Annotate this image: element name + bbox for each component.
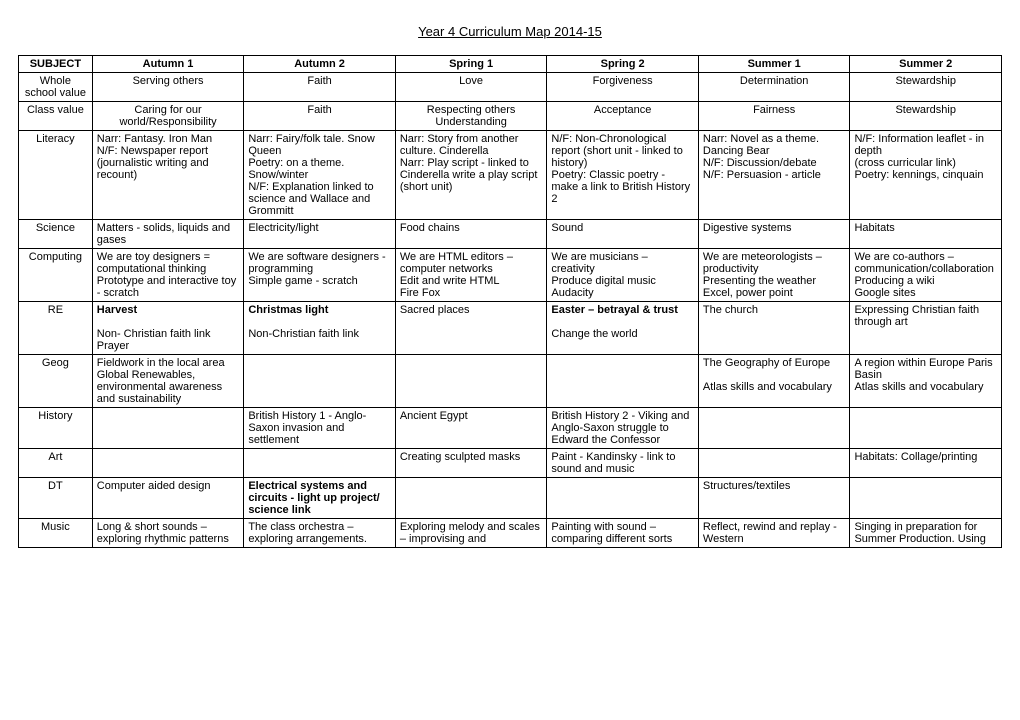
table-cell (547, 478, 699, 519)
table-cell: Faith (244, 73, 396, 102)
table-cell: Food chains (395, 220, 547, 249)
table-cell: Narr: Story from another culture. Cinder… (395, 131, 547, 220)
col-summer1: Summer 1 (698, 56, 850, 73)
table-row: REHarvestNon- Christian faith linkPrayer… (19, 302, 1002, 355)
row-subject: DT (19, 478, 93, 519)
table-cell: Paint - Kandinsky - link to sound and mu… (547, 449, 699, 478)
table-row: History British History 1 - Anglo-Saxon i… (19, 408, 1002, 449)
table-header-row: SUBJECT Autumn 1 Autumn 2 Spring 1 Sprin… (19, 56, 1002, 73)
row-subject: Science (19, 220, 93, 249)
table-cell (92, 408, 244, 449)
table-row: Whole school valueServing othersFaithLov… (19, 73, 1002, 102)
row-subject: RE (19, 302, 93, 355)
table-cell: Stewardship (850, 102, 1002, 131)
table-row: GeogFieldwork in the local areaGlobal Re… (19, 355, 1002, 408)
table-cell (850, 478, 1002, 519)
table-cell: Christmas lightNon-Christian faith link (244, 302, 396, 355)
col-spring1: Spring 1 (395, 56, 547, 73)
row-subject: Literacy (19, 131, 93, 220)
table-cell: We are HTML editors – computer networksE… (395, 249, 547, 302)
table-cell: Faith (244, 102, 396, 131)
table-cell: Narr: Novel as a theme. Dancing BearN/F:… (698, 131, 850, 220)
table-cell: Easter – betrayal & trustChange the worl… (547, 302, 699, 355)
table-cell (395, 355, 547, 408)
table-cell: Fieldwork in the local areaGlobal Renewa… (92, 355, 244, 408)
table-row: LiteracyNarr: Fantasy. Iron ManN/F: News… (19, 131, 1002, 220)
table-cell: The class orchestra – exploring arrangem… (244, 519, 396, 548)
table-cell: Narr: Fantasy. Iron ManN/F: Newspaper re… (92, 131, 244, 220)
table-cell: The church (698, 302, 850, 355)
col-autumn2: Autumn 2 (244, 56, 396, 73)
curriculum-table: SUBJECT Autumn 1 Autumn 2 Spring 1 Sprin… (18, 55, 1002, 548)
table-row: ComputingWe are toy designers = computat… (19, 249, 1002, 302)
table-cell (850, 408, 1002, 449)
table-cell (244, 355, 396, 408)
table-cell: We are musicians – creativityProduce dig… (547, 249, 699, 302)
table-cell: Stewardship (850, 73, 1002, 102)
col-spring2: Spring 2 (547, 56, 699, 73)
table-cell: Narr: Fairy/folk tale. Snow QueenPoetry:… (244, 131, 396, 220)
table-cell: Sacred places (395, 302, 547, 355)
table-cell: Serving others (92, 73, 244, 102)
table-cell: Electricity/light (244, 220, 396, 249)
table-cell: Ancient Egypt (395, 408, 547, 449)
table-cell (698, 449, 850, 478)
table-cell: Singing in preparation for Summer Produc… (850, 519, 1002, 548)
table-cell: We are meteorologists – productivityPres… (698, 249, 850, 302)
table-cell: Structures/textiles (698, 478, 850, 519)
row-subject: Music (19, 519, 93, 548)
table-cell: We are co-authors – communication/collab… (850, 249, 1002, 302)
table-cell (244, 449, 396, 478)
col-summer2: Summer 2 (850, 56, 1002, 73)
table-cell: We are toy designers = computational thi… (92, 249, 244, 302)
row-subject: Whole school value (19, 73, 93, 102)
row-subject: Class value (19, 102, 93, 131)
table-cell: N/F: Information leaflet - in depth(cros… (850, 131, 1002, 220)
table-cell: Respecting others Understanding (395, 102, 547, 131)
table-cell: A region within Europe Paris BasinAtlas … (850, 355, 1002, 408)
table-cell: Electrical systems and circuits - light … (244, 478, 396, 519)
table-cell: Digestive systems (698, 220, 850, 249)
table-cell: Reflect, rewind and replay - Western (698, 519, 850, 548)
table-cell: Computer aided design (92, 478, 244, 519)
table-cell: Painting with sound – comparing differen… (547, 519, 699, 548)
table-cell: Determination (698, 73, 850, 102)
row-subject: History (19, 408, 93, 449)
col-subject: SUBJECT (19, 56, 93, 73)
page-title: Year 4 Curriculum Map 2014-15 (18, 24, 1002, 39)
row-subject: Geog (19, 355, 93, 408)
table-cell: Creating sculpted masks (395, 449, 547, 478)
row-subject: Art (19, 449, 93, 478)
table-cell: We are software designers - programmingS… (244, 249, 396, 302)
table-cell (92, 449, 244, 478)
table-row: DTComputer aided designElectrical system… (19, 478, 1002, 519)
table-cell: Habitats: Collage/printing (850, 449, 1002, 478)
table-row: Art Creating sculpted masksPaint - Kandin… (19, 449, 1002, 478)
table-cell (698, 408, 850, 449)
table-cell: Love (395, 73, 547, 102)
table-cell: Matters - solids, liquids and gases (92, 220, 244, 249)
table-cell: N/F: Non-Chronological report (short uni… (547, 131, 699, 220)
row-subject: Computing (19, 249, 93, 302)
table-cell: Exploring melody and scales – improvisin… (395, 519, 547, 548)
table-row: Class valueCaring for our world/Responsi… (19, 102, 1002, 131)
col-autumn1: Autumn 1 (92, 56, 244, 73)
table-cell: Acceptance (547, 102, 699, 131)
table-cell: Caring for our world/Responsibility (92, 102, 244, 131)
table-cell: Forgiveness (547, 73, 699, 102)
table-cell: Fairness (698, 102, 850, 131)
table-cell: HarvestNon- Christian faith linkPrayer (92, 302, 244, 355)
table-row: ScienceMatters - solids, liquids and gas… (19, 220, 1002, 249)
table-cell: Long & short sounds – exploring rhythmic… (92, 519, 244, 548)
table-cell (395, 478, 547, 519)
table-cell (547, 355, 699, 408)
table-cell: Habitats (850, 220, 1002, 249)
table-cell: The Geography of EuropeAtlas skills and … (698, 355, 850, 408)
table-cell: British History 1 - Anglo-Saxon invasion… (244, 408, 396, 449)
table-cell: Expressing Christian faith through art (850, 302, 1002, 355)
table-cell: British History 2 - Viking and Anglo-Sax… (547, 408, 699, 449)
table-row: MusicLong & short sounds – exploring rhy… (19, 519, 1002, 548)
table-cell: Sound (547, 220, 699, 249)
